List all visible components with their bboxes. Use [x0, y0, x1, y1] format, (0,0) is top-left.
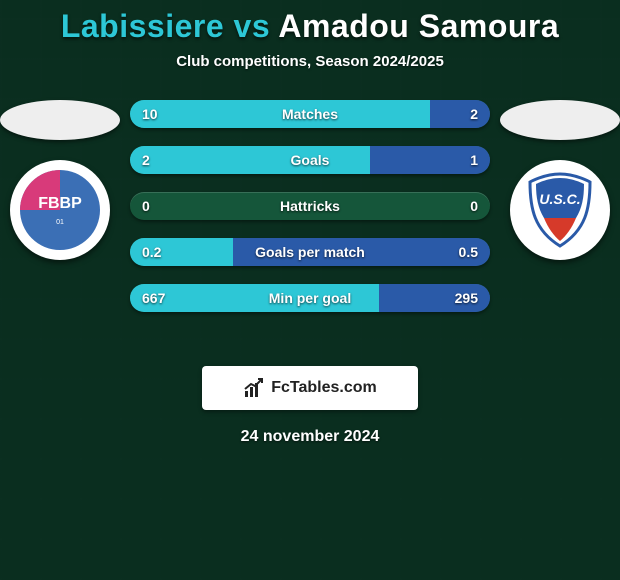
player-left-name: Labissiere — [61, 8, 224, 44]
stat-row: Min per goal667295 — [130, 284, 490, 312]
stat-label: Matches — [130, 106, 490, 122]
player-left-ellipse — [0, 100, 120, 140]
stat-row: Matches102 — [130, 100, 490, 128]
stat-label: Hattricks — [130, 198, 490, 214]
stat-row: Goals per match0.20.5 — [130, 238, 490, 266]
club-badge-left: FBBP 01 — [10, 160, 110, 260]
page-title: Labissiere vs Amadou Samoura — [0, 8, 620, 45]
stat-label: Goals — [130, 152, 490, 168]
comparison-stage: FBBP 01 U.S.C. Matches102 Goals21 Hattrick… — [0, 100, 620, 360]
club-badge-right: U.S.C. — [510, 160, 610, 260]
svg-text:01: 01 — [56, 219, 64, 226]
player-right-name: Amadou Samoura — [278, 8, 559, 44]
watermark: FcTables.com — [202, 366, 418, 410]
comparison-card: Labissiere vs Amadou Samoura Club compet… — [0, 0, 620, 446]
player-right-ellipse — [500, 100, 620, 140]
stat-label: Goals per match — [130, 244, 490, 260]
stat-label: Min per goal — [130, 290, 490, 306]
stat-row: Goals21 — [130, 146, 490, 174]
usc-logo-icon: U.S.C. — [518, 168, 602, 252]
chart-growth-icon — [243, 377, 265, 399]
watermark-text: FcTables.com — [271, 379, 377, 397]
fbbp-logo-icon: FBBP 01 — [18, 168, 102, 252]
subtitle: Club competitions, Season 2024/2025 — [0, 53, 620, 70]
stat-row: Hattricks00 — [130, 192, 490, 220]
svg-text:U.S.C.: U.S.C. — [539, 191, 580, 207]
vs-separator: vs — [224, 8, 278, 44]
svg-text:FBBP: FBBP — [38, 195, 82, 212]
date-line: 24 november 2024 — [0, 428, 620, 446]
stat-bars: Matches102 Goals21 Hattricks00 Goals per ma… — [130, 100, 490, 312]
